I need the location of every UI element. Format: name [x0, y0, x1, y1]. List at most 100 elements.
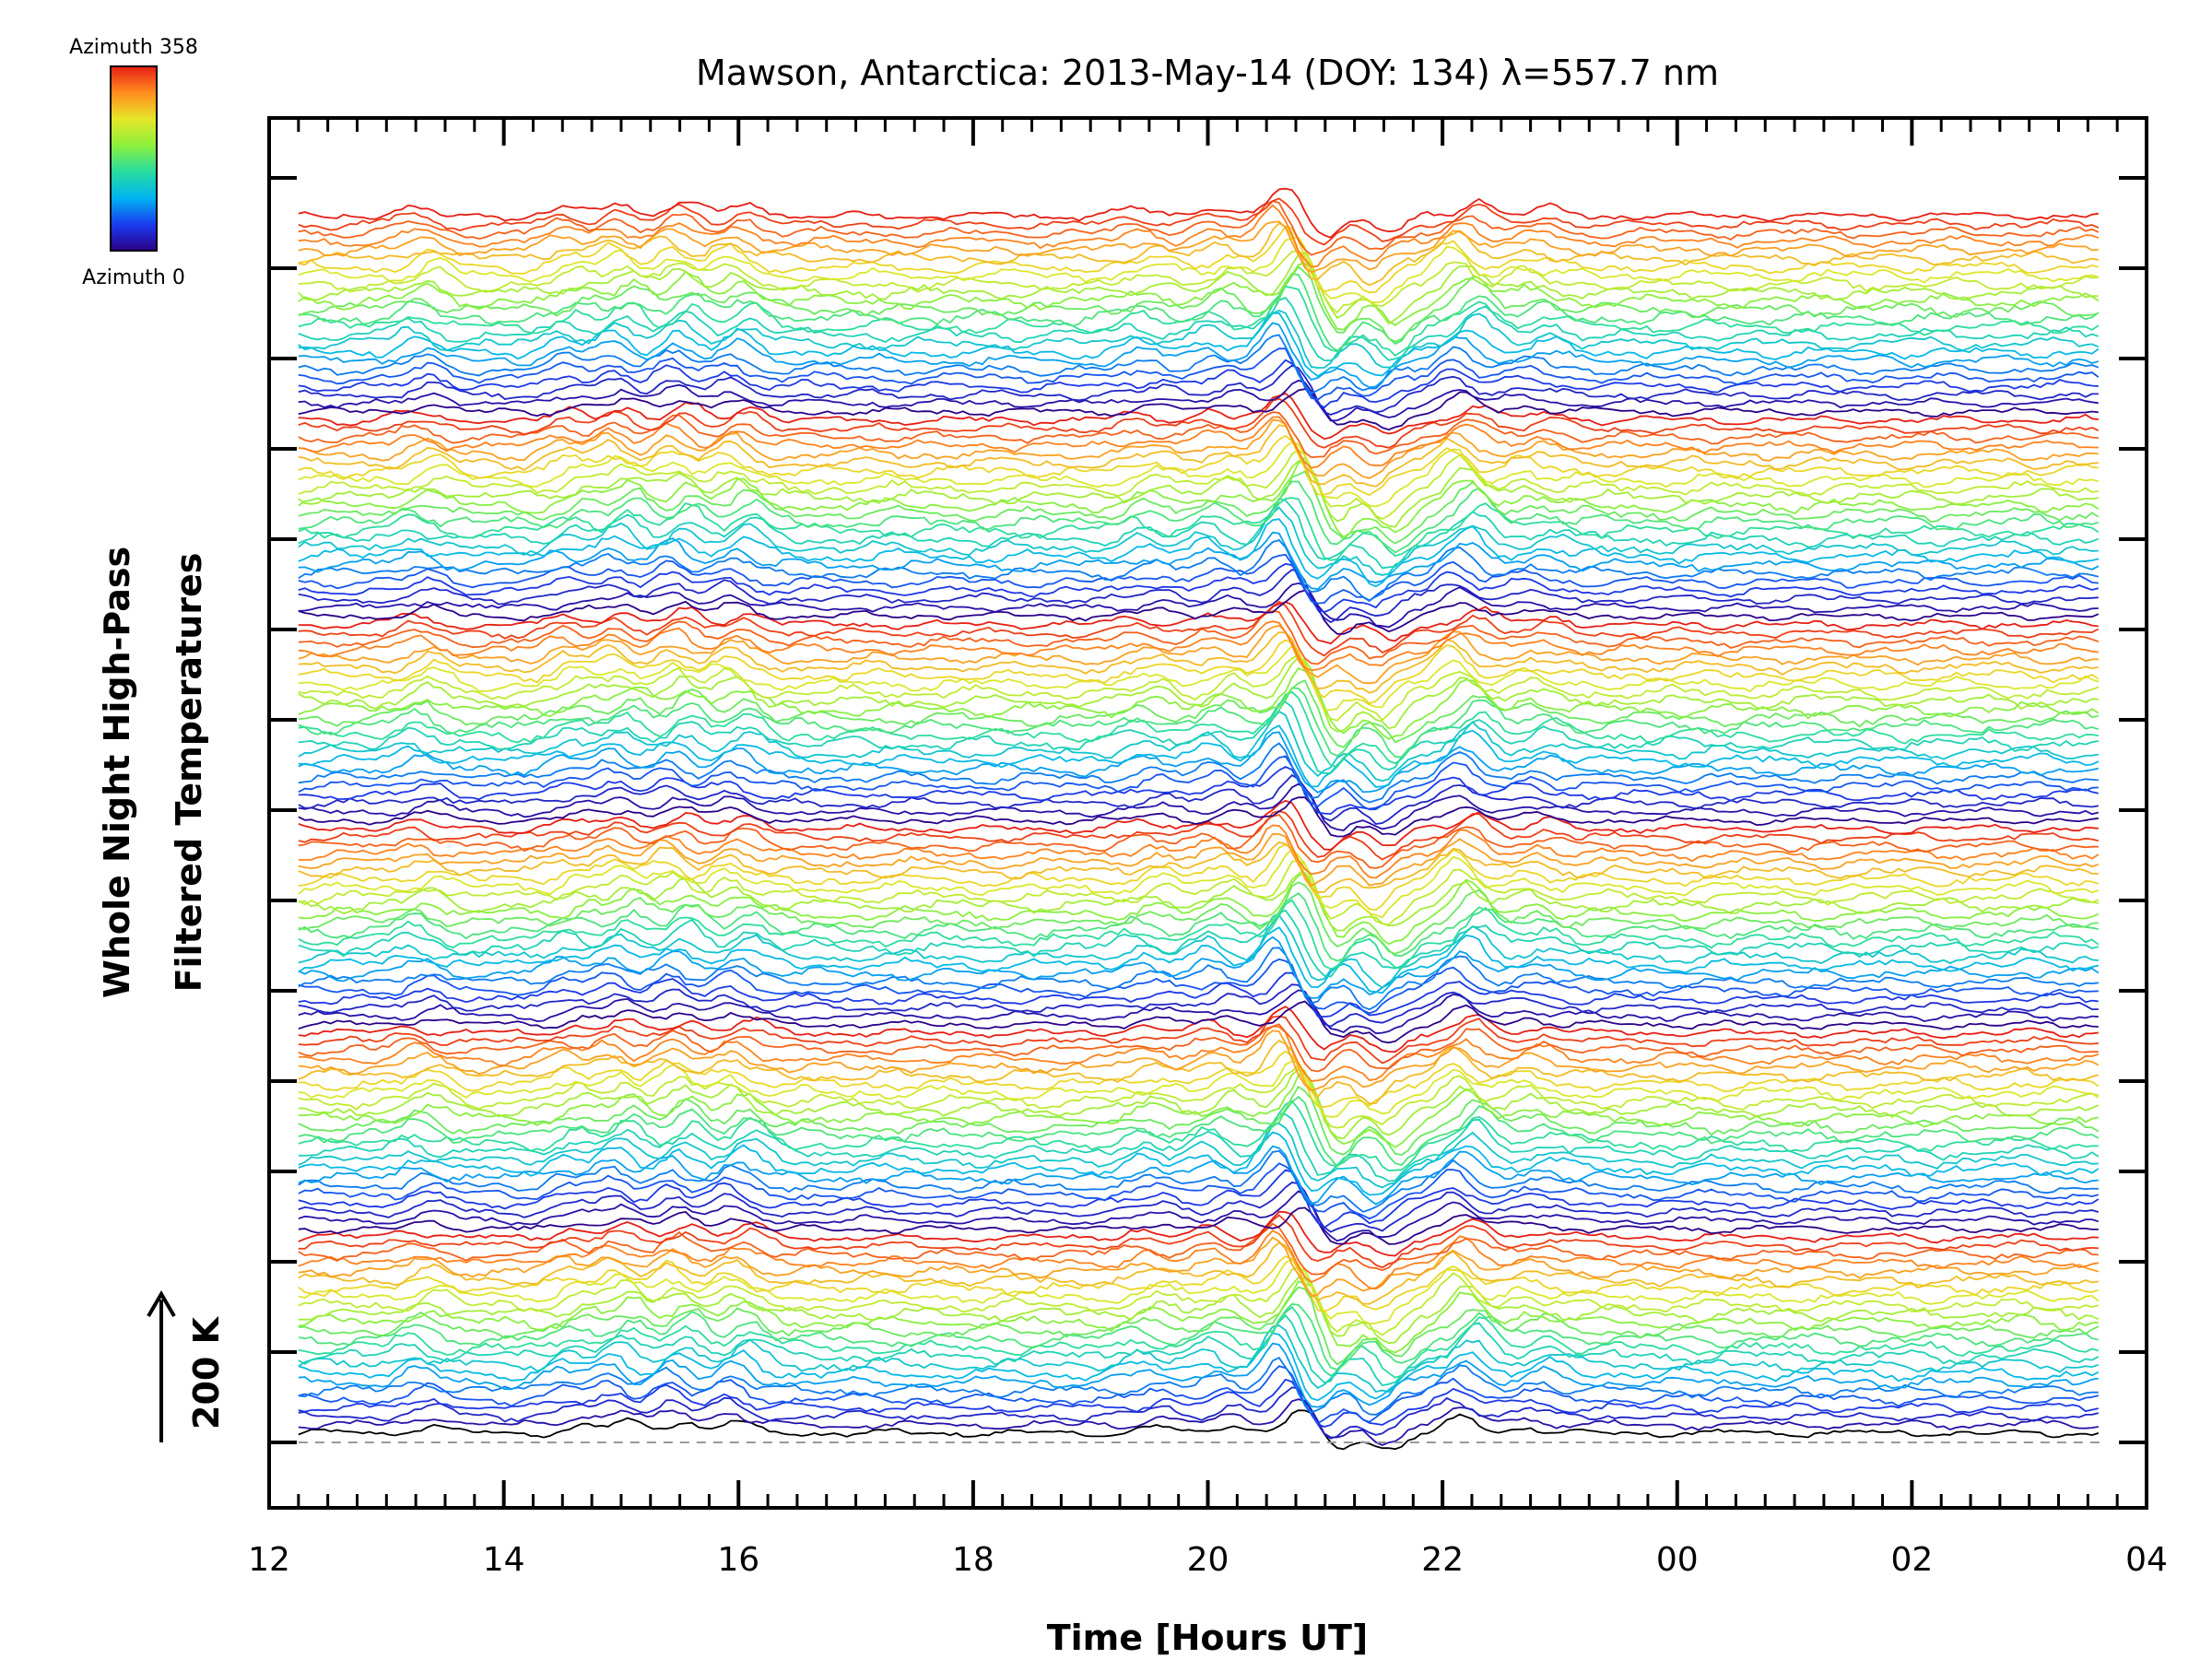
- trace-line-91: [298, 624, 2099, 685]
- trace-line-116: [298, 416, 2099, 469]
- trace-line-114: [298, 424, 2099, 488]
- trace-line-24: [298, 1206, 2099, 1245]
- trace-line-99: [298, 562, 2100, 613]
- trace-line-26: [298, 1182, 2100, 1233]
- trace-line-76: [298, 755, 2099, 811]
- trace-line-87: [298, 653, 2100, 722]
- trace-line-70: [298, 810, 2100, 861]
- trace-line-4: [298, 1365, 2100, 1425]
- trace-line-94: [298, 600, 2100, 657]
- trace-line-32: [298, 1123, 2099, 1189]
- trace-line-50: [298, 983, 2099, 1028]
- trace-line-112: [298, 441, 2100, 508]
- trace-line-103: [298, 518, 2100, 588]
- trace-line-29: [298, 1149, 2099, 1213]
- trace-line-6: [298, 1342, 2099, 1408]
- trace-line-57: [298, 909, 2100, 978]
- scale-arrow-head: [147, 1290, 176, 1318]
- trace-line-52: [298, 958, 2099, 1015]
- trace-line-117: [298, 411, 2099, 459]
- trace-line-42: [298, 1040, 2100, 1105]
- trace-line-69: [298, 814, 2099, 869]
- trace-line-100: [298, 553, 2099, 605]
- trace-line-11: [298, 1302, 2099, 1371]
- colorbar-top-label: Azimuth 358: [69, 36, 198, 59]
- trace-line-134: [298, 251, 2099, 325]
- x-tick-label: 04: [2125, 1541, 2168, 1579]
- trace-line-93: [298, 610, 2100, 665]
- trace-line-10: [298, 1305, 2100, 1379]
- trace-line-36: [298, 1085, 2100, 1156]
- trace-line-122: [298, 364, 2099, 416]
- trace-line-3: [298, 1378, 2099, 1428]
- y-axis-label: Whole Night High-Pass Filtered Temperatu…: [97, 547, 209, 998]
- trace-line-83: [298, 687, 2100, 759]
- trace-line-58: [298, 899, 2100, 971]
- trace-line-77: [298, 742, 2099, 804]
- trace-line-23: [298, 1210, 2099, 1257]
- trace-line-136: [298, 236, 2100, 304]
- x-tick-label: 22: [1421, 1541, 1464, 1579]
- trace-line-140: [298, 204, 2100, 268]
- trace-line-1: [298, 1398, 2099, 1446]
- trace-line-18: [298, 1241, 2099, 1305]
- trace-line-110: [298, 456, 2099, 528]
- x-axis-label: Time [Hours UT]: [1047, 1618, 1369, 1658]
- trace-line-113: [298, 434, 2099, 497]
- trace-line-135: [298, 250, 2099, 314]
- trace-line-139: [298, 220, 2099, 274]
- trace-line-75: [298, 766, 2099, 816]
- trace-line-120: [298, 388, 2099, 431]
- trace-line-138: [298, 222, 2099, 287]
- trace-line-67: [298, 832, 2100, 888]
- trace-line-131: [298, 272, 2100, 352]
- trace-line-137: [298, 225, 2100, 294]
- trace-line-78: [298, 731, 2100, 794]
- y-axis-label-line-2: Filtered Temperatures: [169, 553, 209, 993]
- trace-line-2: [298, 1386, 2100, 1440]
- trace-line-45: [298, 1023, 2099, 1073]
- trace-line-46: [298, 1015, 2099, 1065]
- trace-line-86: [298, 656, 2099, 733]
- trace-line-89: [298, 639, 2100, 705]
- trace-line-64: [298, 848, 2100, 919]
- trace-line-39: [298, 1065, 2100, 1129]
- trace-line-125: [298, 334, 2100, 394]
- trace-line-16: [298, 1258, 2100, 1325]
- trace-line-118: [298, 397, 2100, 449]
- trace-line-73: [298, 782, 2100, 831]
- trace-line-74: [298, 773, 2099, 825]
- trace-line-21: [298, 1222, 2099, 1276]
- trace-line-55: [298, 926, 2100, 994]
- trace-line-107: [298, 480, 2100, 554]
- trace-line-43: [298, 1030, 2100, 1092]
- axis-ticks: 12 14 16 18 20 22 00 02 04: [248, 118, 2168, 1579]
- colorbar-bottom-label: Azimuth 0: [82, 266, 185, 289]
- trace-line-66: [298, 841, 2099, 894]
- trace-line-84: [298, 679, 2099, 748]
- trace-line-40: [298, 1060, 2100, 1118]
- trace-line-48: [298, 1000, 2099, 1044]
- trace-line-44: [298, 1025, 2100, 1082]
- trace-line-34: [298, 1100, 2099, 1172]
- trace-line-7: [298, 1332, 2100, 1402]
- trace-line-22: [298, 1214, 2099, 1269]
- y-axis-label-line-1: Whole Night High-Pass: [97, 547, 137, 998]
- trace-line-59: [298, 891, 2099, 962]
- trace-line-119: [298, 392, 2099, 441]
- trace-line-98: [298, 569, 2099, 624]
- trace-line-102: [298, 531, 2100, 591]
- x-tick-label: 18: [952, 1541, 994, 1579]
- trace-line-96: [298, 589, 2100, 635]
- trace-line-33: [298, 1112, 2100, 1182]
- trace-line-68: [298, 824, 2100, 879]
- trace-line-97: [298, 582, 2099, 629]
- trace-line-30: [298, 1145, 2099, 1206]
- trace-line-133: [298, 262, 2100, 331]
- trace-line-31: [298, 1131, 2100, 1196]
- trace-line-101: [298, 538, 2100, 602]
- scale-bar-label: 200 K: [186, 1315, 227, 1430]
- trace-line-126: [298, 322, 2100, 389]
- trace-line-62: [298, 867, 2099, 932]
- trace-line-17: [298, 1255, 2100, 1312]
